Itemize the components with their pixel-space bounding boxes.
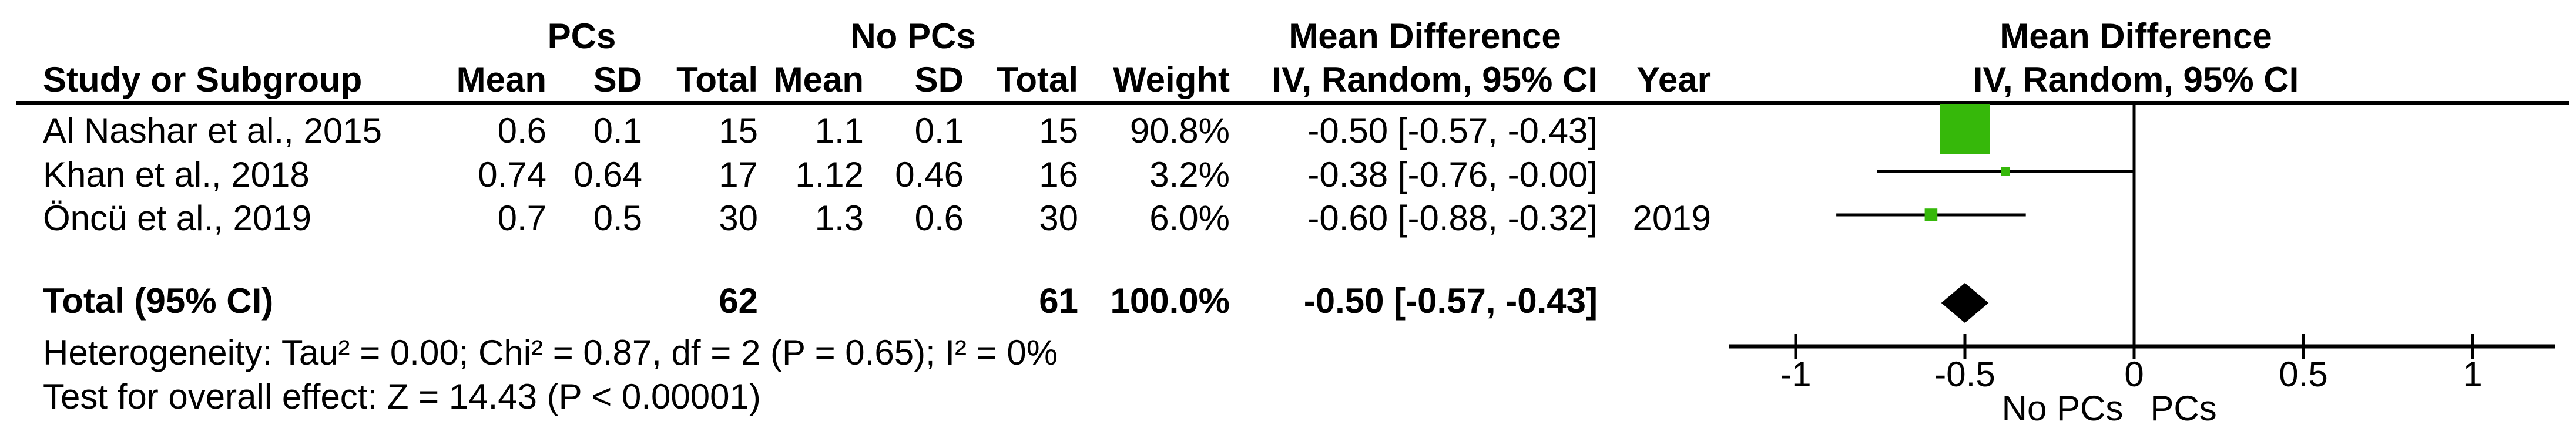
col-header-nopcs-sd: SD xyxy=(914,60,964,99)
nopcs-mean: 1.1 xyxy=(814,111,864,150)
total-pcs-total: 62 xyxy=(719,281,758,321)
plot-iv-random-ci-header: IV, Random, 95% CI xyxy=(1973,60,2299,99)
weight: 90.8% xyxy=(1129,111,1230,150)
study-name: Al Nashar et al., 2015 xyxy=(43,111,383,150)
study-name: Öncü et al., 2019 xyxy=(43,198,311,238)
col-header-nopcs-total: Total xyxy=(997,60,1078,99)
header-underline xyxy=(16,101,2569,105)
nopcs-sd: 0.1 xyxy=(914,111,964,150)
axis-tick-label: -1 xyxy=(1780,355,1812,394)
col-header-year: Year xyxy=(1636,60,1711,99)
group-header-no-pcs: No PCs xyxy=(850,16,976,56)
pcs-sd: 0.1 xyxy=(593,111,642,150)
pcs-mean: 0.6 xyxy=(497,111,546,150)
total-nopcs-total: 61 xyxy=(1039,281,1078,321)
study-year: 2019 xyxy=(1632,198,1711,238)
nopcs-sd: 0.6 xyxy=(914,198,964,238)
col-header-study: Study or Subgroup xyxy=(43,60,363,99)
pcs-total: 17 xyxy=(719,155,758,194)
group-header-pcs: PCs xyxy=(547,16,616,56)
favours-right-label: PCs xyxy=(2150,389,2217,428)
summary-diamond xyxy=(1941,283,1989,323)
pcs-total: 15 xyxy=(719,111,758,150)
col-header-pcs-mean: Mean xyxy=(456,60,546,99)
study-weight-marker xyxy=(1924,208,1938,221)
overall-effect-text: Test for overall effect: Z = 14.43 (P < … xyxy=(43,377,761,416)
study-weight-marker xyxy=(2001,167,2011,176)
col-header-pcs-sd: SD xyxy=(593,60,642,99)
col-header-iv-random-ci: IV, Random, 95% CI xyxy=(1272,60,1598,99)
nopcs-total: 16 xyxy=(1039,155,1078,194)
ci-text: -0.38 [-0.76, -0.00] xyxy=(1307,155,1598,194)
study-name: Khan et al., 2018 xyxy=(43,155,310,194)
axis-tick-label: 0.5 xyxy=(2279,355,2328,394)
nopcs-mean: 1.3 xyxy=(814,198,864,238)
nopcs-total: 30 xyxy=(1039,198,1078,238)
pcs-total: 30 xyxy=(719,198,758,238)
nopcs-sd: 0.46 xyxy=(895,155,964,194)
heterogeneity-text: Heterogeneity: Tau² = 0.00; Chi² = 0.87,… xyxy=(43,333,1058,372)
pcs-mean: 0.7 xyxy=(497,198,546,238)
axis-tick-label: 0 xyxy=(2124,355,2144,394)
nopcs-mean: 1.12 xyxy=(795,155,864,194)
total-weight: 100.0% xyxy=(1110,281,1230,321)
pcs-sd: 0.64 xyxy=(573,155,642,194)
table-mean-difference-header: Mean Difference xyxy=(1289,16,1561,56)
total-label: Total (95% CI) xyxy=(43,281,274,321)
favours-left-label: No PCs xyxy=(2001,389,2124,428)
col-header-weight: Weight xyxy=(1113,60,1230,99)
ci-text: -0.50 [-0.57, -0.43] xyxy=(1307,111,1598,150)
col-header-pcs-total: Total xyxy=(676,60,758,99)
weight: 3.2% xyxy=(1149,155,1230,194)
pcs-mean: 0.74 xyxy=(478,155,546,194)
plot-mean-difference-header: Mean Difference xyxy=(2000,16,2272,56)
study-weight-marker xyxy=(1940,104,1990,154)
col-header-nopcs-mean: Mean xyxy=(773,60,864,99)
pcs-sd: 0.5 xyxy=(593,198,642,238)
nopcs-total: 15 xyxy=(1039,111,1078,150)
total-ci-text: -0.50 [-0.57, -0.43] xyxy=(1303,281,1598,321)
weight: 6.0% xyxy=(1149,198,1230,238)
axis-tick-label: 1 xyxy=(2463,355,2483,394)
axis-tick-label: -0.5 xyxy=(1934,355,1995,394)
ci-text: -0.60 [-0.88, -0.32] xyxy=(1307,198,1598,238)
